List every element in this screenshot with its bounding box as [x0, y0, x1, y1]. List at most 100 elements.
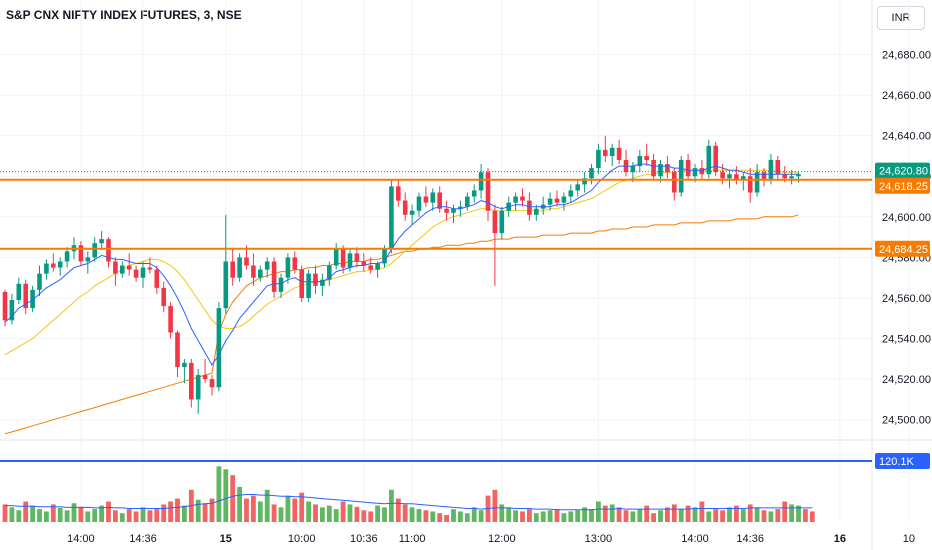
time-tick-label: 10	[903, 533, 915, 545]
price-axis[interactable]: 24,500.0024,520.0024,540.0024,560.0024,5…	[882, 49, 931, 426]
vwap-line	[4, 214, 799, 435]
candle-body	[513, 196, 518, 203]
volume-bar	[602, 505, 608, 522]
volume-line-tag-text: 120.1K	[879, 456, 915, 468]
candle-body	[575, 184, 580, 191]
volume-bar	[754, 507, 760, 522]
volume-bar	[209, 498, 215, 522]
volume-bar	[796, 505, 801, 522]
candle-body	[796, 174, 801, 177]
time-axis[interactable]: 14:00 14:36 15 10:00 10:36 11:00 12:00 13:00 14:…	[67, 533, 915, 545]
volume-bar	[734, 505, 739, 522]
candle-body	[299, 269, 304, 298]
candle-body	[706, 145, 712, 175]
candle-body	[430, 192, 436, 203]
candle-body	[223, 261, 229, 309]
candle-body	[147, 267, 153, 270]
candle-body	[444, 208, 449, 213]
price-tick-label: 24,540.00	[882, 334, 931, 346]
candle-body	[182, 362, 187, 367]
candle-body	[230, 261, 235, 278]
candle-body	[637, 155, 643, 167]
candle-body	[120, 265, 125, 274]
volume-bar	[513, 510, 518, 522]
candle-body	[692, 168, 698, 177]
volume-bar	[354, 506, 360, 522]
volume-bar	[161, 504, 167, 522]
candle-body	[278, 277, 284, 292]
candle-body	[589, 168, 594, 179]
candle-body	[347, 253, 353, 268]
volume-bars	[2, 466, 815, 522]
volume-bar	[437, 513, 443, 522]
volume-bar	[492, 489, 498, 522]
candle-body	[340, 249, 346, 268]
candle-body	[720, 172, 725, 179]
hline-tag-2-text: 24,684.25	[879, 244, 928, 256]
volume-bar	[727, 507, 732, 522]
chart-title: S&P CNX NIFTY INDEX FUTURES, 3, NSE	[6, 8, 242, 22]
volume-bar	[430, 511, 436, 522]
volume-line-tag-bg	[875, 453, 930, 469]
candle-body	[389, 186, 394, 250]
volume-bar	[237, 486, 242, 522]
volume-bar	[2, 504, 8, 522]
volume-bar	[478, 510, 484, 522]
volume-bar	[92, 509, 98, 522]
volume-bar	[782, 501, 788, 522]
currency-selector[interactable]: INR	[877, 6, 925, 30]
volume-bar	[278, 507, 284, 522]
candle-body	[64, 251, 70, 262]
volume-bar	[257, 501, 263, 522]
candle-body	[630, 166, 636, 173]
volume-bar	[16, 510, 22, 522]
volume-bar	[665, 507, 670, 522]
volume-bar	[320, 507, 325, 522]
candle-body	[361, 261, 367, 266]
candle-body	[747, 176, 753, 193]
volume-bar	[775, 509, 781, 522]
volume-bar	[44, 511, 49, 522]
hline-tag-1-bg	[875, 177, 930, 194]
horizontal-lines[interactable]	[0, 171, 872, 462]
volume-bar	[803, 509, 808, 522]
time-tick-label: 16	[834, 533, 846, 545]
volume-bar	[57, 507, 63, 522]
volume-bar	[361, 510, 367, 522]
volume-bar	[113, 510, 118, 522]
price-tick-label: 24,600.00	[882, 212, 931, 224]
candle-body	[775, 160, 781, 175]
volume-bar	[402, 504, 408, 522]
candle-body	[354, 253, 360, 262]
volume-bar	[50, 504, 56, 522]
candle-body	[333, 249, 339, 266]
candle-body	[209, 379, 215, 388]
candle-body	[44, 263, 49, 274]
volume-bar	[561, 513, 567, 522]
candle-body	[78, 245, 84, 262]
volume-bar	[99, 505, 104, 522]
candle-body	[678, 160, 684, 193]
volume-bar	[216, 466, 222, 522]
candle-body	[140, 267, 146, 278]
volume-bar	[326, 505, 332, 522]
candle-body	[264, 261, 270, 270]
volume-bar	[264, 489, 270, 522]
volume-bar	[285, 495, 291, 522]
volume-bar	[699, 501, 705, 522]
price-tick-label: 24,640.00	[882, 131, 931, 143]
candle-body	[471, 190, 477, 197]
volume-bar	[423, 510, 429, 522]
candle-body	[534, 208, 539, 215]
volume-bar	[409, 507, 415, 522]
volume-bar	[106, 501, 111, 522]
time-tick-label: 11:00	[399, 533, 426, 545]
volume-bar	[678, 509, 684, 522]
candle-body	[85, 257, 91, 262]
volume-bar	[244, 498, 249, 522]
candle-body	[168, 306, 173, 333]
volume-bar	[182, 505, 187, 522]
volume-bar	[582, 507, 587, 522]
volume-bar	[368, 511, 374, 522]
